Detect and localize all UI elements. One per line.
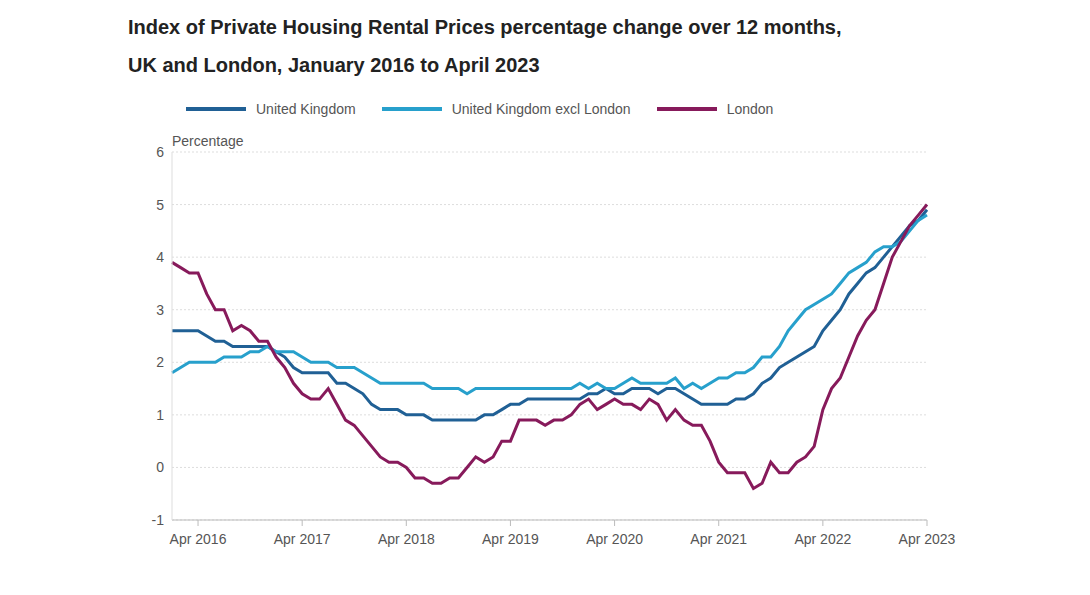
svg-text:Apr 2016: Apr 2016 bbox=[170, 531, 227, 547]
svg-text:1: 1 bbox=[156, 407, 164, 423]
svg-text:Apr 2019: Apr 2019 bbox=[482, 531, 539, 547]
svg-text:Apr 2022: Apr 2022 bbox=[794, 531, 851, 547]
svg-text:4: 4 bbox=[156, 249, 164, 265]
svg-text:0: 0 bbox=[156, 459, 164, 475]
svg-text:5: 5 bbox=[156, 197, 164, 213]
svg-text:6: 6 bbox=[156, 144, 164, 160]
svg-text:Apr 2021: Apr 2021 bbox=[690, 531, 747, 547]
svg-text:Apr 2020: Apr 2020 bbox=[586, 531, 643, 547]
html-text:London: London bbox=[726, 101, 774, 117]
svg-text:Apr 2023: Apr 2023 bbox=[899, 531, 956, 547]
html-text:UK and London, January 2016 to: UK and London, January 2016 to April 202… bbox=[128, 54, 540, 76]
svg-text:Apr 2018: Apr 2018 bbox=[378, 531, 435, 547]
svg-text:-1: -1 bbox=[152, 512, 165, 528]
svg-text:3: 3 bbox=[156, 302, 164, 318]
html-text:United Kingdom: United Kingdom bbox=[256, 101, 356, 117]
svg-text:2: 2 bbox=[156, 354, 164, 370]
svg-text:Apr 2017: Apr 2017 bbox=[274, 531, 331, 547]
html-text:Percentage: Percentage bbox=[172, 133, 244, 149]
html-text:Index of Private Housing Renta: Index of Private Housing Rental Prices p… bbox=[128, 16, 842, 38]
html-text:United Kingdom excl London: United Kingdom excl London bbox=[451, 101, 631, 117]
